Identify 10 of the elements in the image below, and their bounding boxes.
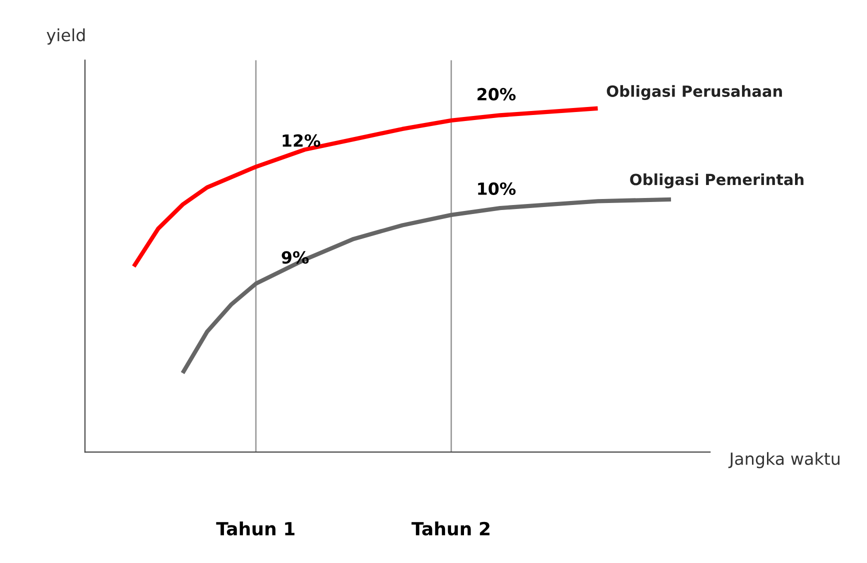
x-tick-label: Tahun 1 [216, 522, 294, 536]
annotation: 9% [282, 251, 309, 264]
annotation: 12% [282, 134, 320, 147]
series-label: Obligasi Pemerintah [630, 173, 804, 188]
annotation: 20% [478, 88, 516, 100]
annotation: 10% [478, 182, 516, 196]
series-label: Obligasi Perusahaan [606, 85, 782, 100]
x-axis-title: Jangka waktu [728, 452, 840, 468]
x-tick-label: Tahun 2 [412, 522, 490, 536]
y-axis-title: yield [46, 28, 85, 45]
